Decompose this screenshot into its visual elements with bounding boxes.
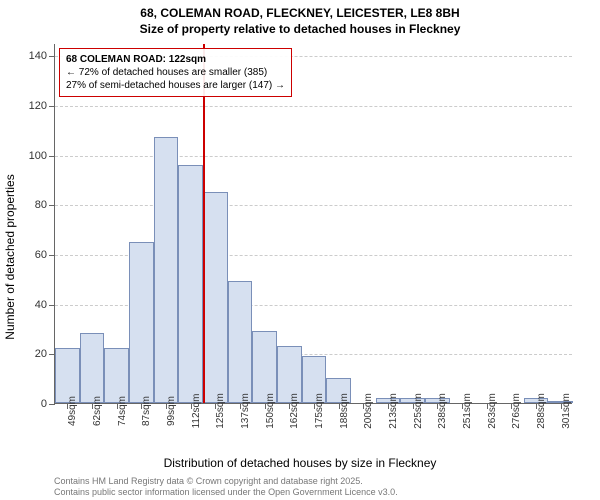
x-tick-label: 288sqm <box>536 393 547 429</box>
y-tick-label: 80 <box>35 199 47 211</box>
histogram-bar <box>154 137 179 403</box>
x-tick-label: 112sqm <box>191 394 202 429</box>
y-tick <box>49 156 55 157</box>
histogram-bar <box>178 165 203 403</box>
histogram-bar <box>252 331 277 403</box>
x-tick-label: 263sqm <box>487 393 498 429</box>
x-tick-label: 200sqm <box>363 393 374 429</box>
footer-line1: Contains HM Land Registry data © Crown c… <box>54 476 398 487</box>
gridline <box>55 106 572 107</box>
histogram-bar <box>228 281 253 403</box>
footer-note: Contains HM Land Registry data © Crown c… <box>54 476 398 498</box>
x-axis-label: Distribution of detached houses by size … <box>164 456 437 470</box>
x-tick-label: 74sqm <box>117 396 128 426</box>
y-tick <box>49 106 55 107</box>
y-axis-label: Number of detached properties <box>3 174 17 339</box>
y-tick-label: 40 <box>35 299 47 311</box>
x-tick-label: 150sqm <box>265 393 276 429</box>
title-line2: Size of property relative to detached ho… <box>0 22 600 38</box>
annotation-line2: ← 72% of detached houses are smaller (38… <box>66 66 285 79</box>
plot-area: 02040608010012014049sqm62sqm74sqm87sqm99… <box>54 44 572 404</box>
y-tick-label: 120 <box>29 100 47 112</box>
x-tick-label: 62sqm <box>92 396 103 426</box>
x-tick-label: 188sqm <box>339 393 350 429</box>
title-line1: 68, COLEMAN ROAD, FLECKNEY, LEICESTER, L… <box>0 6 600 22</box>
x-tick-label: 225sqm <box>413 393 424 429</box>
gridline <box>55 156 572 157</box>
x-tick-label: 213sqm <box>388 393 399 429</box>
y-tick <box>49 305 55 306</box>
marker-line <box>203 44 205 403</box>
gridline <box>55 205 572 206</box>
x-tick-label: 301sqm <box>561 393 572 429</box>
y-tick-label: 100 <box>29 150 47 162</box>
histogram-bar <box>80 333 105 403</box>
histogram-bar <box>203 192 228 403</box>
annotation-line3: 27% of semi-detached houses are larger (… <box>66 79 285 92</box>
y-tick-label: 20 <box>35 348 47 360</box>
histogram-bar <box>104 348 129 403</box>
annotation-box: 68 COLEMAN ROAD: 122sqm ← 72% of detache… <box>59 48 292 97</box>
x-tick-label: 87sqm <box>141 396 152 426</box>
x-tick-label: 238sqm <box>437 393 448 429</box>
x-tick-label: 175sqm <box>314 393 325 429</box>
y-tick <box>49 56 55 57</box>
x-tick-label: 162sqm <box>289 393 300 429</box>
x-tick-label: 137sqm <box>240 393 251 429</box>
y-tick-label: 0 <box>41 398 47 410</box>
y-tick <box>49 205 55 206</box>
y-tick-label: 60 <box>35 249 47 261</box>
x-tick-label: 125sqm <box>215 393 226 429</box>
chart-container: 68, COLEMAN ROAD, FLECKNEY, LEICESTER, L… <box>0 0 600 500</box>
footer-line2: Contains public sector information licen… <box>54 487 398 498</box>
x-tick-label: 276sqm <box>511 393 522 429</box>
annotation-title: 68 COLEMAN ROAD: 122sqm <box>66 53 285 66</box>
x-tick-label: 99sqm <box>166 396 177 426</box>
y-tick <box>49 255 55 256</box>
y-tick <box>49 404 55 405</box>
histogram-bar <box>129 242 154 403</box>
x-tick-label: 251sqm <box>462 393 473 429</box>
y-tick-label: 140 <box>29 50 47 62</box>
x-tick-label: 49sqm <box>67 396 78 426</box>
histogram-bar <box>55 348 80 403</box>
chart-title: 68, COLEMAN ROAD, FLECKNEY, LEICESTER, L… <box>0 0 600 37</box>
